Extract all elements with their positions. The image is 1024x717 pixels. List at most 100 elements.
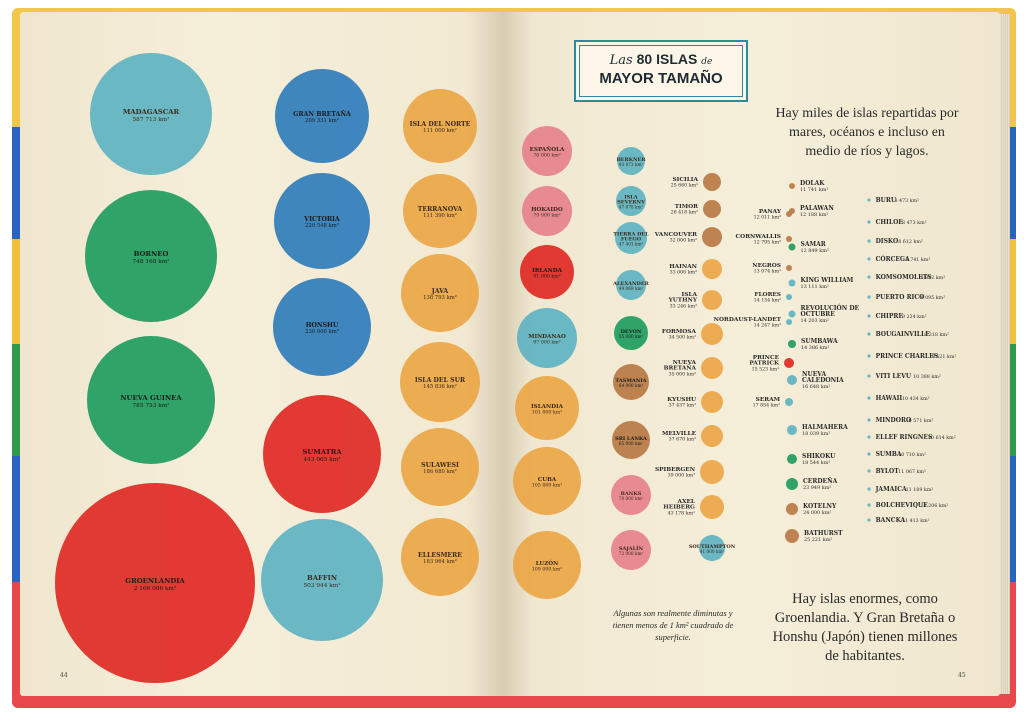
island-circle [786,503,798,515]
island-area: 72 000 km² [619,551,644,557]
island-area: 17 854 km² [753,403,781,409]
island-circle [55,483,255,683]
island-name: ISLA [624,195,637,201]
island-circle [701,425,723,447]
island-area: 39 000 km² [668,473,696,479]
island-area: 24 000 km² [803,510,831,516]
island-area: 33 246 km² [670,304,698,310]
island-area: 10 710 km² [898,452,926,458]
island-name: BAFFIN [307,574,337,582]
island-name: VITI LEVU [875,373,912,380]
island-area: 11 206 km² [921,503,949,509]
island-area: 13 074 km² [754,269,782,275]
island-name: REVOLUCIÓN DE [801,304,860,312]
island-area: 12 849 km² [801,248,829,254]
island-circle [786,478,798,490]
island-area: 11 413 km² [902,518,930,524]
island-area: 97 000 km² [533,340,561,346]
island-name: ISLANDIA [531,404,564,410]
island-area: 70 000 km² [619,496,644,502]
island-name: KYUSHU [667,397,696,403]
island-area: 13 111 km² [801,284,829,290]
island-name: PRINCE CHARLES [876,353,938,360]
island-circle [786,319,792,325]
island-jamaica: JAMAICA 11 189 km² [867,486,933,493]
island-area: 183 964 km² [423,559,457,565]
island-name: YUTHNY [668,298,698,304]
island-area: 14 247 km² [754,323,782,329]
island-area: 2 166 086 km² [134,585,176,592]
island-circle [867,354,871,358]
island-area: 14 203 km² [801,318,829,324]
island-name: CHILOE [876,219,904,226]
island-name: SICILIA [672,177,698,183]
island-name: OCTUBRE [801,311,836,318]
island-area: 25 660 km² [671,183,699,189]
island-name: ISLA [682,292,698,298]
island-area: 10 614 km² [928,435,956,441]
island-area: 65 000 km² [619,441,644,447]
island-circle [403,89,477,163]
right-page [504,12,1000,696]
island-name: BOUGAINVILLE [876,331,931,338]
island-area: 145 836 km² [423,384,457,390]
island-name: CORNWALLIS [736,234,781,240]
island-area: 587 713 km² [133,116,170,123]
island-circle [701,323,723,345]
island-name: TASMANIA [615,378,646,384]
island-name: CHIPRE [876,313,904,320]
island-name: BORNEO [134,250,169,258]
island-name: DEVON [621,329,642,335]
island-name: DISKO [876,238,899,245]
island-area: 503 944 km² [304,582,341,589]
island-circle [701,357,723,379]
island-name: BATHURST [804,530,843,537]
island-circle [90,53,212,175]
small-note: Algunas son realmente diminutas y tienen… [612,608,734,642]
island-name: CUBA [538,477,557,483]
island-circle [787,454,797,464]
island-name: NUEVA [802,371,826,378]
island-area: 186 680 km² [423,469,457,475]
island-name: SUMBAWA [801,338,838,345]
island-name: BYLOT [876,468,900,475]
island-circle [522,126,572,176]
island-name: BRETAÑA [664,365,697,372]
island-name: MINDORO [876,417,912,424]
island-circle [788,279,796,287]
island-name: NORDAUST-LANDET [714,317,782,323]
island-circle [617,147,645,175]
island-circle [867,435,871,439]
island-name: AXEL [677,499,696,505]
island-area: 37 437 km² [669,403,697,409]
island-circle [867,239,871,243]
island-name: VANCOUVER [654,232,697,238]
island-area: 9 318 km² [924,332,949,338]
island-area: 15 523 km² [752,367,780,373]
island-circle [401,254,479,332]
page-number-right: 45 [958,672,966,679]
island-name: HAINAN [669,264,697,270]
